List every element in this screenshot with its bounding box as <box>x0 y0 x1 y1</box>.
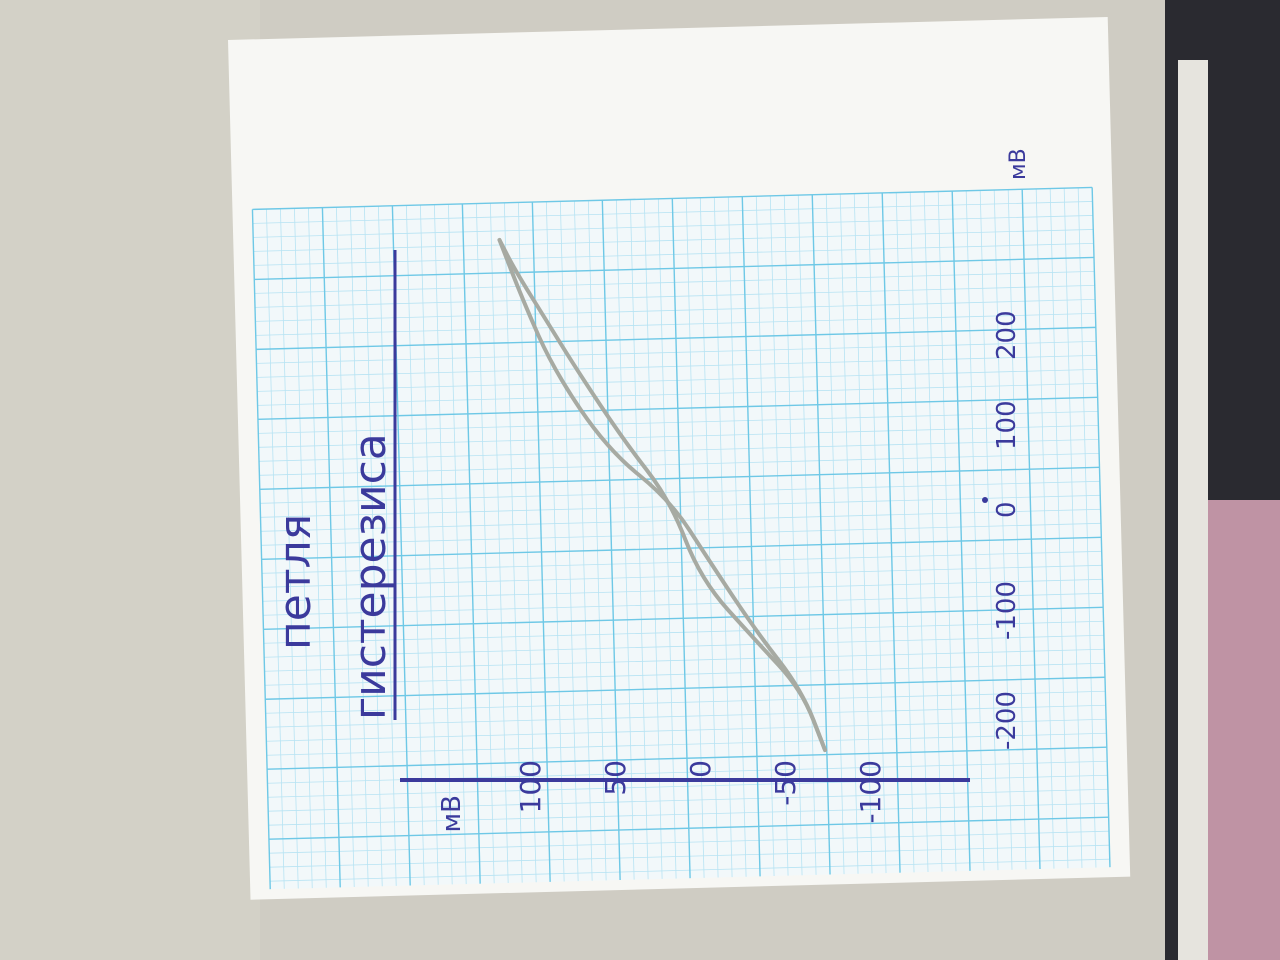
grid-line <box>923 191 943 872</box>
grid-line <box>727 196 747 877</box>
grid-line <box>573 200 593 881</box>
major-grid <box>251 186 1111 890</box>
grid-line <box>321 207 341 888</box>
y-tick-label: 100 <box>514 760 547 813</box>
grid-line <box>979 190 999 871</box>
grid-line <box>259 466 1100 491</box>
grid-line <box>531 202 551 882</box>
grid-line <box>811 194 831 875</box>
grid-line <box>268 816 1109 840</box>
grid-line <box>257 396 1098 421</box>
grid-line <box>1049 188 1069 869</box>
grid-line <box>1035 188 1055 869</box>
grid-line <box>853 193 873 874</box>
grid-line <box>1091 187 1111 868</box>
grid-line <box>433 204 453 885</box>
grid-line <box>839 194 859 874</box>
y-tick-label: 0 <box>684 760 717 778</box>
grid-line <box>266 209 285 889</box>
x-tick-label: 100 <box>992 400 1022 450</box>
y-tick-label: -100 <box>854 760 887 824</box>
grid-line <box>405 205 425 886</box>
grid-line <box>937 191 957 872</box>
grid-line <box>461 203 481 884</box>
grid-line <box>261 536 1102 560</box>
grid-line <box>895 192 915 873</box>
grid-line <box>965 190 985 871</box>
checkered-fabric <box>1195 500 1280 960</box>
grid-line <box>545 201 565 882</box>
grid-line <box>503 202 523 883</box>
grid-line <box>1021 189 1041 870</box>
grid-line <box>797 195 817 875</box>
grid-line <box>475 203 495 884</box>
grid-line <box>1007 189 1027 870</box>
grid-line <box>489 203 509 883</box>
grid-line <box>769 195 789 876</box>
x-tick-label: 0 <box>992 501 1022 518</box>
grid-line <box>447 204 467 885</box>
y-tick-label: -50 <box>769 760 802 806</box>
x-tick-label: -200 <box>992 691 1022 750</box>
grid-line <box>267 746 1107 770</box>
grid-line <box>881 192 901 873</box>
grid-line <box>252 186 1093 211</box>
graph-paper <box>251 186 1111 890</box>
x-tick-label: 200 <box>992 310 1022 360</box>
grid-line <box>993 189 1013 870</box>
grid-line <box>308 207 327 888</box>
title-line2: гистерезиса <box>345 433 396 720</box>
grid-line <box>615 199 635 880</box>
grid-line <box>263 606 1104 630</box>
grid-line <box>783 195 803 876</box>
grid-line <box>629 199 649 880</box>
grid-line <box>251 209 271 890</box>
grid-line <box>364 206 383 887</box>
table-light-area <box>0 0 260 960</box>
x-tick-label: -100 <box>992 581 1022 640</box>
y-tick-label: 50 <box>599 760 632 796</box>
grid-line <box>378 206 397 886</box>
grid-line <box>741 196 761 877</box>
grid-line <box>601 200 621 881</box>
grid-line <box>657 198 677 879</box>
grid-line <box>587 200 607 881</box>
grid-line <box>643 199 663 879</box>
grid-line <box>336 207 355 887</box>
grid-line <box>699 197 719 878</box>
grid-line <box>867 193 887 874</box>
grid-line <box>517 202 537 883</box>
grid-line <box>755 196 775 877</box>
grid-line <box>825 194 845 875</box>
grid-line <box>671 198 691 879</box>
grid-line <box>419 205 439 885</box>
grid-line <box>265 676 1106 700</box>
grid-line <box>713 197 733 878</box>
grid-line <box>1063 188 1083 868</box>
hysteresis-loop <box>497 238 827 752</box>
hysteresis-branch-descending <box>497 238 827 752</box>
grid-line <box>909 192 929 872</box>
grid-line <box>294 208 313 889</box>
grid-line <box>350 206 369 887</box>
y-unit-label: мВ <box>437 795 467 832</box>
grid-line <box>951 191 971 871</box>
paper-edge-strip <box>1178 60 1208 960</box>
origin-dot <box>982 497 988 503</box>
grid-line <box>559 201 579 882</box>
grid-line <box>1077 187 1097 868</box>
title-line1: петля <box>270 514 321 650</box>
grid-line <box>280 208 299 889</box>
x-unit-label: мВ <box>1006 148 1031 180</box>
